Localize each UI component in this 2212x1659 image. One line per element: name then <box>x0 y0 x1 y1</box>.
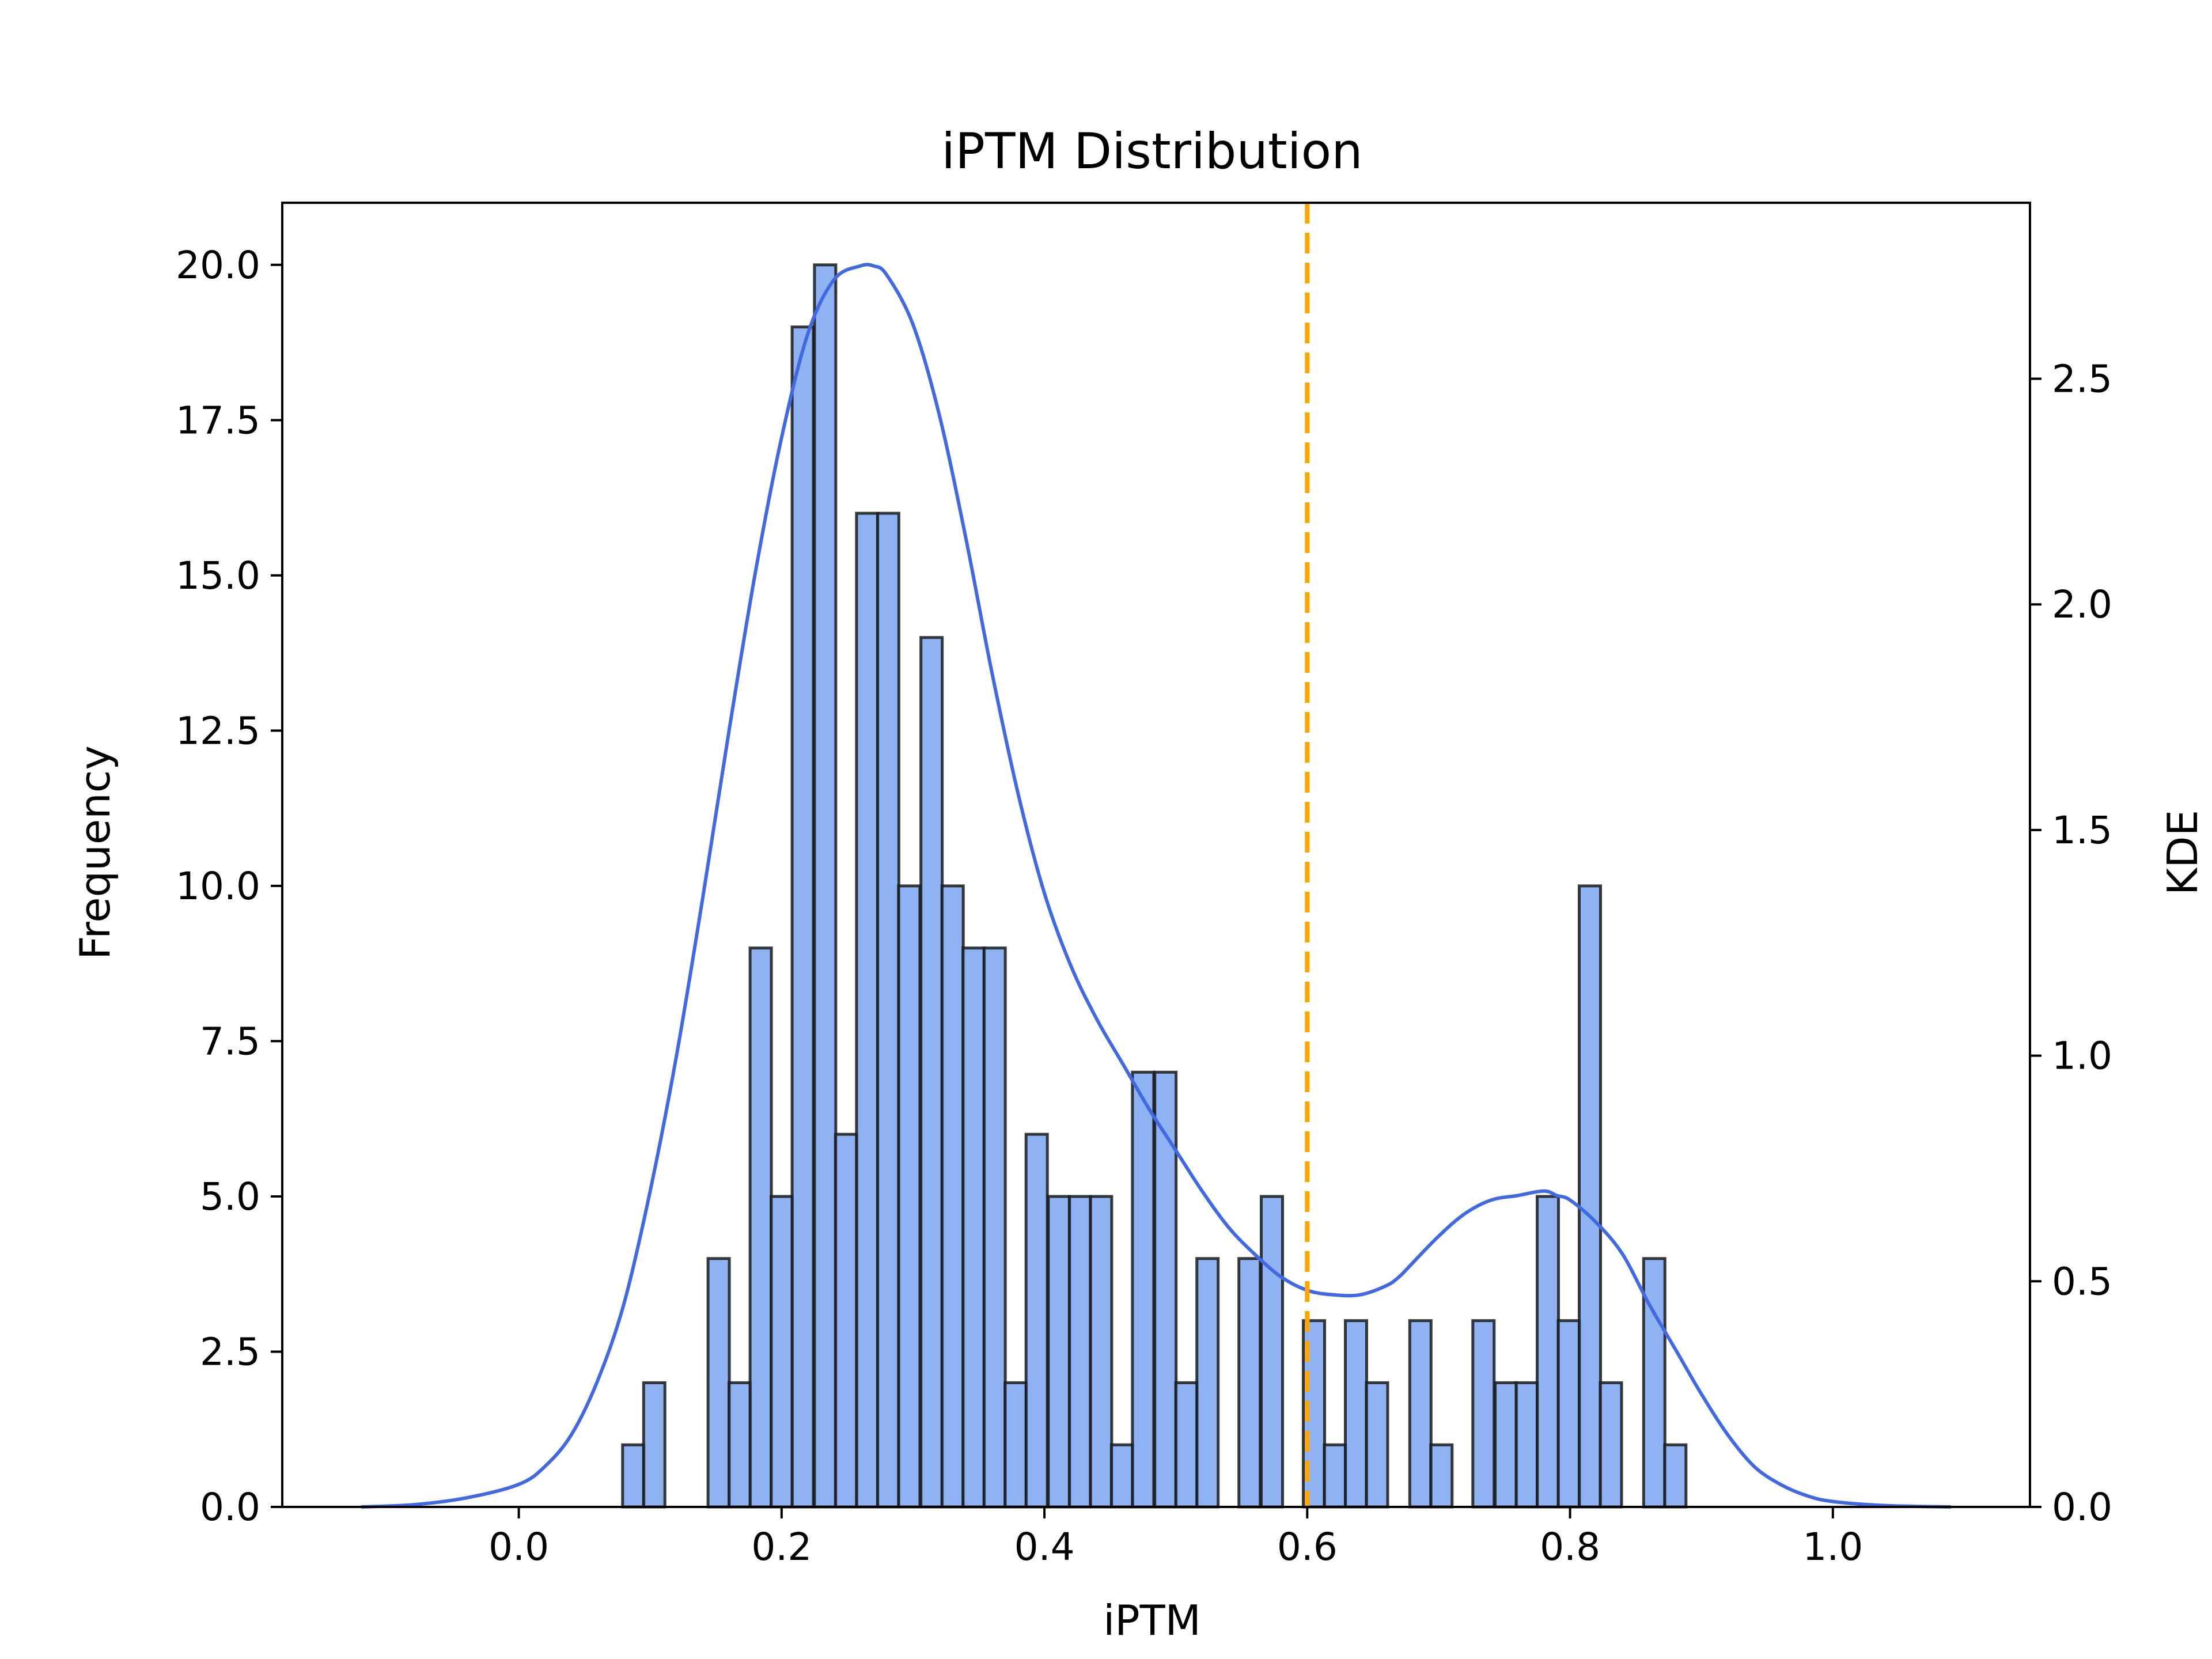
histogram-bar <box>1067 1195 1092 1509</box>
y-tick-label: 17.5 <box>176 398 260 442</box>
y-tick-label: 10.0 <box>176 864 260 908</box>
histogram-bar <box>1344 1319 1368 1509</box>
histogram-bar <box>940 884 965 1509</box>
x-tick-label: 0.0 <box>488 1525 549 1569</box>
y2-tick-label: 2.5 <box>2052 357 2112 402</box>
histogram-bar <box>813 263 838 1509</box>
chart-title: iPTM Distribution <box>941 123 1363 180</box>
y-axis-label: Frequency <box>71 745 119 960</box>
y2-tick-label: 0.0 <box>2052 1485 2112 1529</box>
x-axis-label: iPTM <box>1103 1596 1201 1645</box>
histogram-bar <box>748 946 773 1509</box>
histogram-bars <box>621 263 1688 1509</box>
histogram-bar <box>876 512 900 1509</box>
x-tick-label: 0.6 <box>1277 1525 1338 1569</box>
histogram-bar <box>834 1132 858 1509</box>
y-tick-label: 5.0 <box>200 1175 260 1219</box>
x-tick-label: 1.0 <box>1802 1525 1863 1569</box>
y-axis-right: 0.0 0.5 1.0 1.5 2.0 2.5 <box>2030 357 2112 1529</box>
histogram-bar <box>855 512 880 1509</box>
histogram-bar <box>1260 1195 1284 1509</box>
histogram-bar <box>728 1381 752 1509</box>
histogram-bar <box>1174 1381 1199 1509</box>
y-tick-label: 12.5 <box>176 709 260 753</box>
histogram-bar <box>1237 1257 1262 1509</box>
kde-line <box>361 263 1952 1509</box>
histogram-bar <box>982 946 1007 1509</box>
histogram-bar <box>790 325 815 1509</box>
x-tick-label: 0.8 <box>1540 1525 1600 1569</box>
y-tick-label: 15.0 <box>176 554 260 598</box>
y-tick-label: 0.0 <box>200 1485 260 1529</box>
histogram-bar <box>642 1381 666 1509</box>
histogram-bar <box>770 1195 794 1509</box>
histogram-bar <box>1494 1381 1518 1509</box>
histogram-bar <box>1365 1381 1389 1509</box>
histogram-bar <box>1429 1443 1454 1509</box>
histogram-bar <box>621 1443 646 1509</box>
histogram-bar <box>1471 1319 1496 1509</box>
histogram-bar <box>1578 884 1602 1509</box>
y-axis-left: 0.0 2.5 5.0 7.5 10.0 12.5 15.0 17.5 20.0 <box>176 243 282 1529</box>
histogram-bar <box>1663 1443 1688 1509</box>
histogram-bar <box>1408 1319 1433 1509</box>
plot-frame <box>281 202 2031 1508</box>
histogram-bar <box>706 1257 731 1509</box>
histogram-bar <box>1195 1257 1220 1509</box>
histogram-bar <box>1642 1257 1666 1509</box>
histogram-bar <box>1089 1195 1113 1509</box>
histogram-bar <box>1003 1381 1028 1509</box>
y-tick-label: 20.0 <box>176 243 260 287</box>
histogram-bar <box>1131 1070 1156 1509</box>
histogram-bar <box>1323 1443 1347 1509</box>
histogram-bar <box>1109 1443 1134 1509</box>
y2-tick-label: 0.5 <box>2052 1259 2112 1304</box>
histogram-bar <box>1024 1132 1049 1509</box>
histogram-bar <box>1599 1381 1623 1509</box>
histogram-bar <box>1047 1195 1071 1509</box>
x-tick-label: 0.4 <box>1014 1525 1075 1569</box>
x-tick-label: 0.2 <box>751 1525 812 1569</box>
y-tick-label: 2.5 <box>200 1330 260 1374</box>
histogram-bar <box>1556 1319 1581 1509</box>
histogram-bar <box>897 884 922 1509</box>
y2-axis-label: KDE <box>2158 810 2207 895</box>
y2-tick-label: 1.5 <box>2052 808 2112 853</box>
histogram-bar <box>1536 1195 1560 1509</box>
x-axis: 0.0 0.2 0.4 0.6 0.8 1.0 <box>488 1507 1863 1569</box>
histogram-bar <box>919 636 944 1509</box>
histogram-bar <box>1514 1381 1539 1509</box>
y2-tick-label: 2.0 <box>2052 582 2112 627</box>
y2-tick-label: 1.0 <box>2052 1034 2112 1078</box>
y-tick-label: 7.5 <box>200 1019 260 1063</box>
histogram-bar <box>961 946 986 1509</box>
